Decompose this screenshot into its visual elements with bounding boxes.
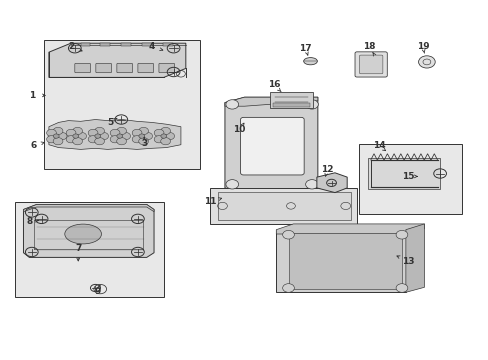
Text: 13: 13 (401, 256, 414, 265)
Circle shape (139, 134, 144, 138)
Polygon shape (23, 204, 154, 212)
Circle shape (53, 127, 63, 135)
Circle shape (142, 132, 152, 140)
Text: 10: 10 (233, 125, 245, 134)
Text: 14: 14 (372, 141, 385, 150)
Circle shape (57, 132, 67, 140)
FancyBboxPatch shape (354, 52, 386, 77)
Circle shape (121, 132, 130, 140)
Circle shape (117, 138, 126, 145)
Polygon shape (224, 97, 317, 106)
Bar (359, 144, 461, 214)
Text: 11: 11 (203, 197, 216, 206)
Text: 17: 17 (299, 44, 311, 53)
Circle shape (95, 134, 101, 138)
Polygon shape (49, 43, 185, 77)
Polygon shape (405, 224, 424, 292)
Circle shape (117, 127, 126, 135)
FancyBboxPatch shape (96, 63, 111, 73)
Ellipse shape (64, 224, 102, 244)
Circle shape (395, 284, 407, 292)
Circle shape (132, 129, 142, 136)
Circle shape (53, 134, 59, 138)
Bar (217, 192, 350, 220)
Ellipse shape (303, 58, 317, 65)
Text: 6: 6 (30, 141, 36, 150)
Circle shape (88, 136, 98, 143)
Text: 19: 19 (416, 42, 428, 51)
Polygon shape (276, 230, 405, 292)
Circle shape (161, 127, 170, 135)
FancyBboxPatch shape (359, 55, 382, 74)
Circle shape (161, 134, 166, 138)
Circle shape (161, 138, 170, 145)
Bar (367, 158, 439, 189)
Bar (100, 43, 110, 46)
Circle shape (117, 134, 122, 138)
Text: 15: 15 (401, 172, 414, 181)
Text: 8: 8 (26, 217, 32, 226)
Polygon shape (288, 233, 401, 289)
Bar (15, 202, 163, 297)
Circle shape (154, 136, 163, 143)
Circle shape (95, 127, 104, 135)
FancyBboxPatch shape (75, 63, 90, 73)
Text: 1: 1 (29, 91, 35, 100)
FancyBboxPatch shape (117, 63, 132, 73)
Circle shape (282, 230, 294, 239)
Circle shape (73, 138, 82, 145)
Text: 12: 12 (321, 165, 333, 174)
FancyBboxPatch shape (138, 63, 153, 73)
Circle shape (225, 180, 238, 189)
Circle shape (305, 180, 318, 189)
Circle shape (53, 138, 63, 145)
Circle shape (66, 136, 76, 143)
Bar (163, 43, 172, 46)
Circle shape (139, 127, 148, 135)
Circle shape (66, 129, 76, 136)
Bar (44, 40, 200, 169)
Text: 18: 18 (362, 42, 375, 51)
Bar (81, 43, 90, 46)
Circle shape (164, 132, 174, 140)
Text: 4: 4 (148, 42, 155, 51)
Polygon shape (270, 92, 312, 108)
Circle shape (132, 136, 142, 143)
Polygon shape (224, 97, 317, 194)
Text: 3: 3 (141, 139, 147, 148)
Circle shape (88, 129, 98, 136)
Bar (142, 43, 151, 46)
Text: 7: 7 (75, 244, 81, 253)
Circle shape (110, 136, 120, 143)
Circle shape (282, 284, 294, 292)
Bar (272, 103, 309, 107)
Circle shape (73, 134, 79, 138)
Circle shape (95, 138, 104, 145)
Circle shape (77, 132, 86, 140)
Text: 5: 5 (107, 118, 113, 127)
Circle shape (73, 127, 82, 135)
Text: 9: 9 (94, 287, 101, 296)
Polygon shape (49, 120, 181, 149)
Polygon shape (210, 188, 356, 224)
Text: 16: 16 (267, 80, 280, 89)
Circle shape (99, 132, 108, 140)
Text: 2: 2 (68, 42, 74, 51)
Bar (121, 43, 131, 46)
Polygon shape (276, 224, 424, 234)
Circle shape (395, 230, 407, 239)
Polygon shape (23, 204, 154, 257)
Circle shape (418, 56, 434, 68)
Circle shape (110, 129, 120, 136)
Polygon shape (316, 173, 346, 193)
Circle shape (46, 136, 56, 143)
Circle shape (154, 129, 163, 136)
FancyBboxPatch shape (159, 63, 174, 73)
Circle shape (139, 138, 148, 145)
Circle shape (225, 100, 238, 109)
Circle shape (305, 100, 318, 109)
FancyBboxPatch shape (240, 117, 304, 175)
Circle shape (46, 129, 56, 136)
